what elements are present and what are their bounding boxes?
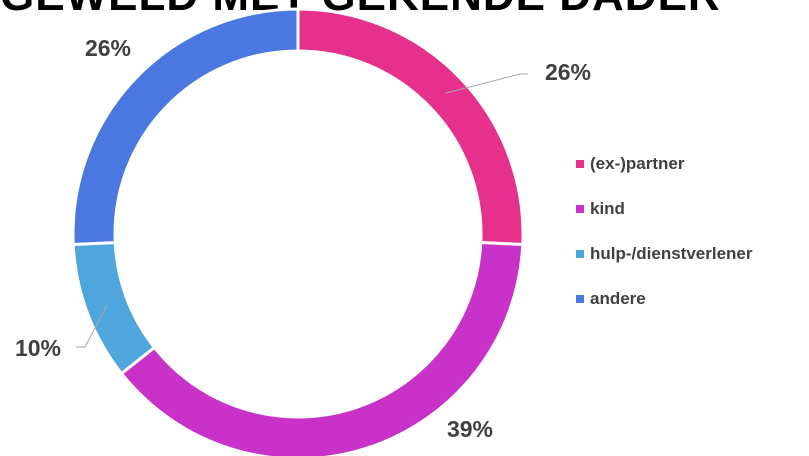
data-label-ex-partner: 26% [545, 59, 591, 85]
slice-hulpverlener [71, 240, 157, 376]
legend-item-andere: andere [576, 287, 752, 310]
data-label-andere: 26% [85, 35, 131, 61]
legend-item-ex-partner: (ex-)partner [576, 152, 752, 175]
legend-swatch-kind [576, 204, 584, 213]
data-labels: 26% 39% 10% 26% [15, 35, 591, 442]
slice-ex-partner [296, 7, 525, 247]
slice-andere [71, 7, 300, 247]
legend-swatch-ex-partner [576, 159, 584, 168]
data-label-hulpverlener: 10% [15, 335, 61, 361]
data-label-kind: 39% [447, 416, 493, 442]
leader-lines [76, 73, 528, 348]
donut-slices [71, 7, 525, 456]
legend-label-ex-partner: (ex-)partner [590, 153, 685, 173]
legend: (ex-)partner kind hulp-/dienstverlener a… [576, 152, 752, 332]
legend-item-kind: kind [576, 197, 752, 220]
legend-label-hulpverlener: hulp-/dienstverlener [590, 243, 753, 263]
legend-label-andere: andere [590, 288, 646, 308]
leader-line-hulpverlener [76, 305, 108, 348]
legend-swatch-andere [576, 294, 584, 303]
chart-title: GEWELD MET GEKENDE DADER [0, 0, 720, 18]
leader-line-ex-partner [445, 73, 528, 94]
legend-label-kind: kind [590, 198, 625, 218]
legend-swatch-hulpverlener [576, 249, 584, 258]
legend-item-hulpverlener: hulp-/dienstverlener [576, 242, 752, 265]
